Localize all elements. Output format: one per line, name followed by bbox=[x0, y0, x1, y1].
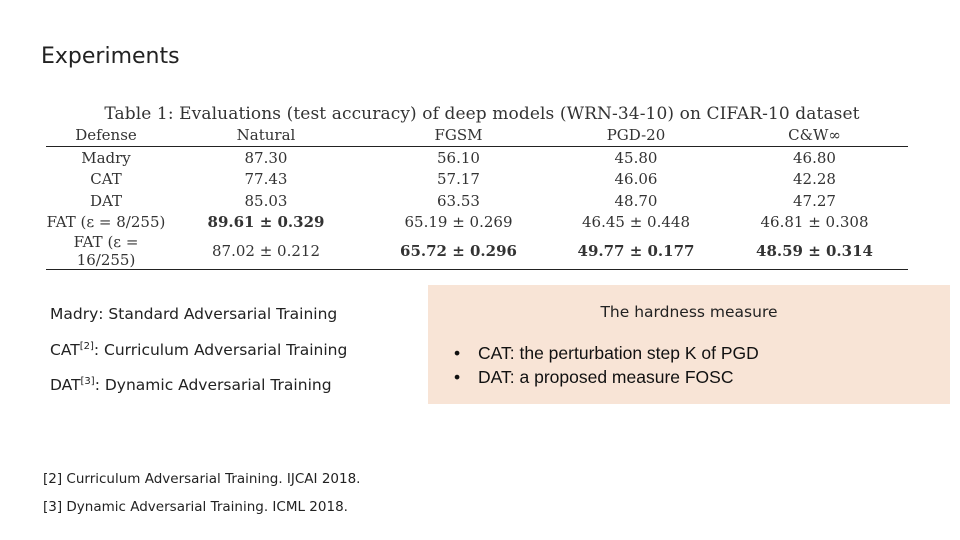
row-defense-cell: DAT bbox=[89, 191, 123, 210]
header-cw: C&W∞ bbox=[721, 125, 908, 147]
definition-text: : Standard Adversarial Training bbox=[98, 305, 338, 323]
table-row: FAT (ε = 8/255) 89.61 ± 0.329 65.19 ± 0.… bbox=[46, 212, 908, 234]
row-value-cell: 65.72 ± 0.296 bbox=[366, 233, 551, 270]
definition-name: CAT bbox=[50, 341, 80, 359]
results-table: Defense Natural FGSM PGD-20 C&W∞ Madry 8… bbox=[46, 125, 908, 270]
row-value-cell: 56.10 bbox=[437, 148, 480, 167]
row-defense-cell: CAT bbox=[90, 170, 122, 189]
table-row: Madry 87.30 56.10 45.80 46.80 bbox=[46, 147, 908, 169]
table-row: DAT 85.03 63.53 48.70 47.27 bbox=[46, 190, 908, 212]
row-defense-cell: FAT (ε = 8/255) bbox=[46, 213, 166, 232]
definition-name: Madry bbox=[50, 305, 99, 323]
list-item: • DAT: a proposed measure FOSC bbox=[454, 365, 759, 389]
row-value-cell: 65.19 ± 0.269 bbox=[404, 213, 513, 232]
bullet-text: CAT: the perturbation step K of PGD bbox=[478, 343, 759, 363]
row-value-cell: 48.59 ± 0.314 bbox=[721, 233, 908, 270]
definition-text: : Curriculum Adversarial Training bbox=[93, 341, 348, 359]
definition-dat: DAT[3]: Dynamic Adversarial Training bbox=[50, 376, 332, 394]
hardness-bullet-list: • CAT: the perturbation step K of PGD • DA… bbox=[454, 341, 759, 389]
header-defense: Defense bbox=[46, 125, 166, 147]
row-value-cell: 47.27 bbox=[793, 191, 836, 210]
definition-citation: [2] bbox=[79, 341, 94, 352]
row-value-cell: 42.28 bbox=[793, 170, 836, 189]
row-value-cell: 57.17 bbox=[437, 170, 480, 189]
bullet-text: DAT: a proposed measure FOSC bbox=[478, 367, 734, 387]
row-value-cell: 46.81 ± 0.308 bbox=[760, 213, 869, 232]
row-defense-cell: Madry bbox=[81, 148, 131, 167]
definition-cat: CAT[2]: Curriculum Adversarial Training bbox=[50, 341, 347, 359]
row-value-cell: 46.80 bbox=[793, 148, 836, 167]
header-fgsm: FGSM bbox=[366, 125, 551, 147]
row-value-cell: 87.30 bbox=[244, 148, 288, 167]
table-row: FAT (ε = 16/255) 87.02 ± 0.212 65.72 ± 0… bbox=[46, 233, 908, 270]
table-header-row: Defense Natural FGSM PGD-20 C&W∞ bbox=[46, 125, 908, 147]
header-pgd20: PGD-20 bbox=[551, 125, 721, 147]
table-caption: Table 1: Evaluations (test accuracy) of … bbox=[104, 104, 860, 124]
table-row: CAT 77.43 57.17 46.06 42.28 bbox=[46, 169, 908, 191]
list-item: • CAT: the perturbation step K of PGD bbox=[454, 341, 759, 365]
reference-item: [2] Curriculum Adversarial Training. IJC… bbox=[43, 471, 361, 487]
row-value-cell: 45.80 bbox=[614, 148, 658, 167]
definition-text: : Dynamic Adversarial Training bbox=[94, 376, 332, 394]
row-value-cell: 49.77 ± 0.177 bbox=[551, 233, 721, 270]
definition-name: DAT bbox=[50, 376, 81, 394]
hardness-measure-box: The hardness measure • CAT: the perturbat… bbox=[428, 285, 950, 404]
row-value-cell: 87.02 ± 0.212 bbox=[166, 233, 366, 270]
row-value-cell: 89.61 ± 0.329 bbox=[207, 213, 325, 232]
results-table-block: Table 1: Evaluations (test accuracy) of … bbox=[46, 104, 908, 270]
row-value-cell: 48.70 bbox=[614, 191, 658, 210]
row-value-cell: 63.53 bbox=[437, 191, 480, 210]
row-value-cell: 46.45 ± 0.448 bbox=[582, 213, 690, 232]
row-value-cell: 77.43 bbox=[244, 170, 288, 189]
slide-title: Experiments bbox=[41, 44, 180, 69]
row-value-cell: 85.03 bbox=[244, 191, 288, 210]
bullet-icon: • bbox=[454, 343, 461, 363]
definition-madry: Madry: Standard Adversarial Training bbox=[50, 305, 337, 323]
bullet-icon: • bbox=[454, 367, 461, 387]
row-defense-cell: FAT (ε = 16/255) bbox=[46, 233, 166, 270]
header-natural: Natural bbox=[166, 125, 366, 147]
row-value-cell: 46.06 bbox=[614, 170, 658, 189]
reference-item: [3] Dynamic Adversarial Training. ICML 2… bbox=[43, 499, 348, 515]
hardness-title: The hardness measure bbox=[600, 303, 778, 321]
definition-citation: [3] bbox=[80, 376, 95, 387]
